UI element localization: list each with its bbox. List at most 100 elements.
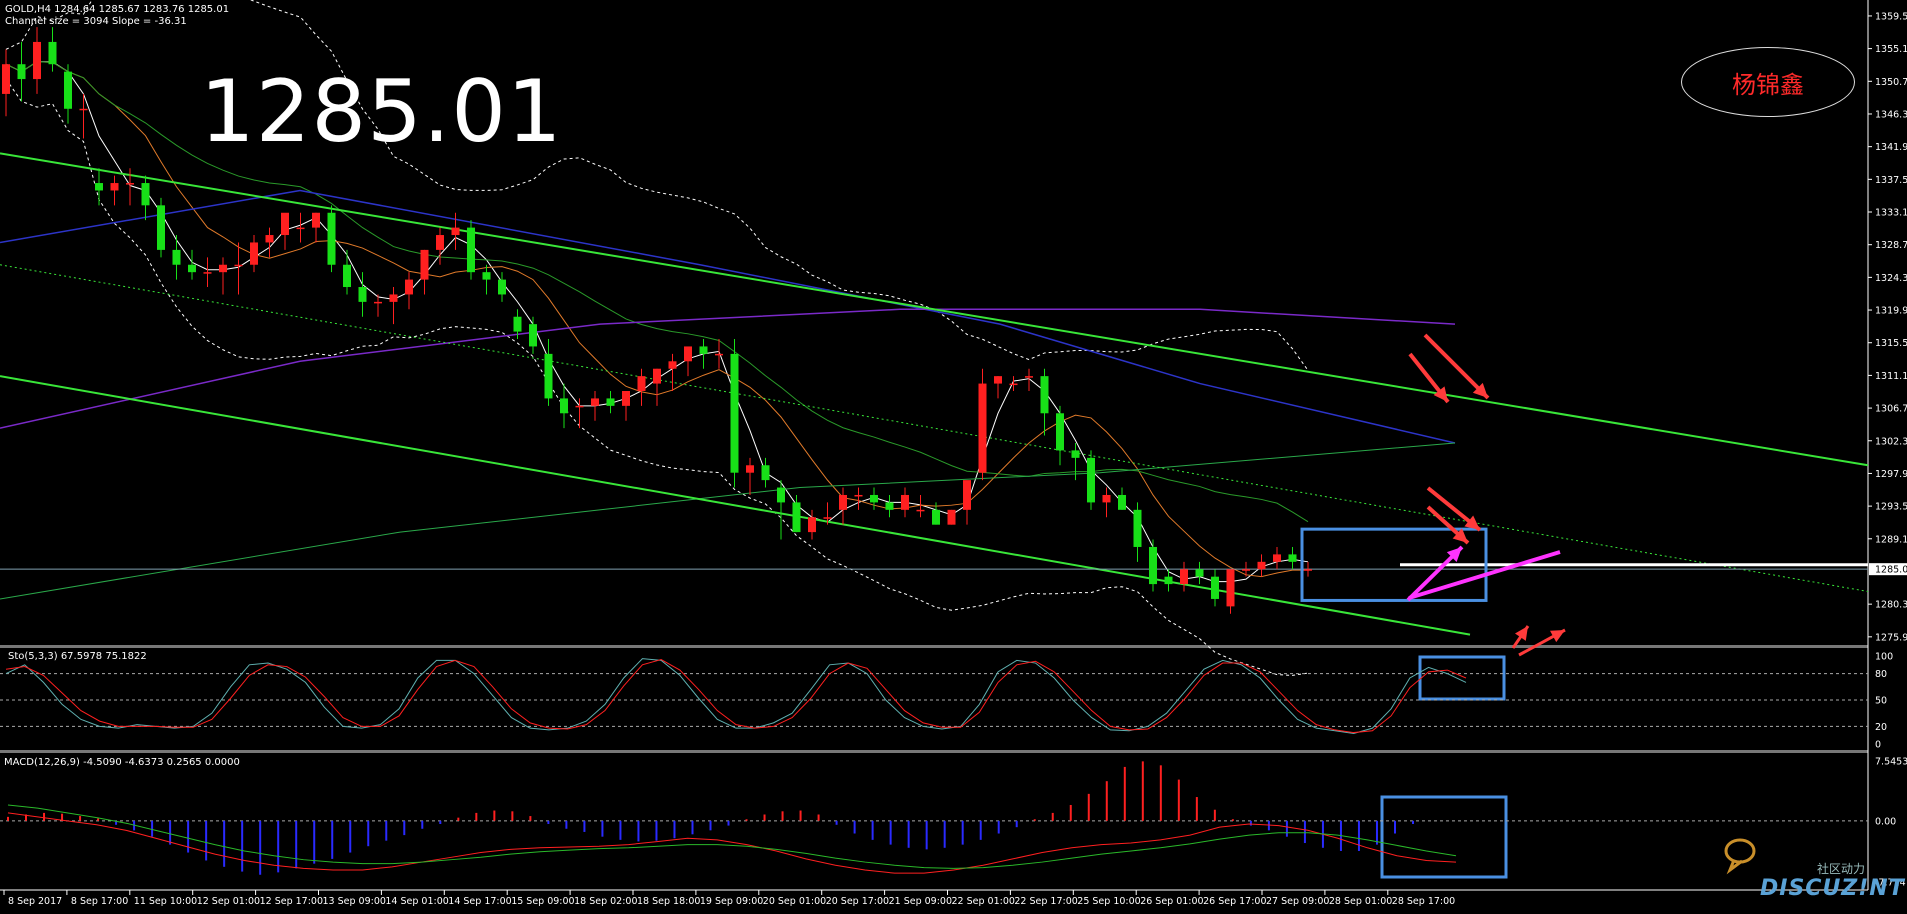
stochastic-box	[1418, 655, 1506, 701]
candle-bullish	[33, 41, 41, 80]
target-arrow-icon	[1406, 545, 1464, 602]
macd-main-line	[7, 812, 1457, 874]
x-tick-label: 28 Sep 01:00	[1329, 896, 1392, 907]
current-price-tag	[1869, 563, 1907, 576]
channel-info-line: Channel size = 3094 Slope = -36.31	[5, 16, 187, 27]
x-tick-label: 25 Sep 10:00	[1077, 896, 1140, 907]
candle-bullish	[746, 465, 754, 473]
current-price-label: 1285.01	[200, 62, 563, 162]
down-arrow-icon	[1408, 352, 1450, 404]
candle-bearish	[64, 71, 72, 109]
x-tick-label: 20 Sep 01:00	[763, 896, 826, 907]
candle-bullish	[389, 294, 398, 302]
candle-bullish	[916, 509, 925, 512]
y-tick-label: 1350.70	[1875, 77, 1907, 88]
candle-bearish	[606, 398, 615, 406]
candle-bearish	[482, 272, 491, 280]
candle-bearish	[1211, 576, 1219, 599]
candle-bearish	[730, 353, 739, 473]
sto-tick-label: 100	[1875, 652, 1893, 663]
x-tick-label: 15 Sep 09:00	[511, 896, 574, 907]
sto-title: Sto(5,3,3) 67.5978 75.1822	[8, 651, 147, 662]
candle-bullish	[1257, 561, 1266, 570]
sto-tick-label: 80	[1875, 669, 1887, 680]
candle-bullish	[839, 494, 847, 510]
candle-bullish	[978, 383, 987, 473]
candle-bullish	[823, 517, 832, 519]
x-tick-label: 26 Sep 01:00	[1140, 896, 1203, 907]
candle-bearish	[761, 465, 770, 481]
x-tick-label: 18 Sep 18:00	[637, 896, 700, 907]
candle-bullish	[296, 227, 305, 230]
y-tick-label: 1280.30	[1875, 600, 1907, 611]
x-tick-label: 21 Sep 09:00	[889, 896, 952, 907]
x-tick-label: 22 Sep 01:00	[952, 896, 1015, 907]
ma-purple-line	[0, 308, 1456, 429]
sto-signal-line	[5, 658, 1467, 734]
target-arrow-line	[1408, 550, 1561, 600]
candle-bearish	[498, 279, 506, 295]
sto-tick-label: 50	[1875, 696, 1887, 707]
channel-mid-line	[0, 264, 1869, 593]
candle-bullish	[1009, 383, 1018, 386]
candle-bearish	[560, 398, 568, 414]
candle-bearish	[17, 64, 26, 80]
y-tick-label: 1315.50	[1875, 338, 1907, 349]
y-tick-label: 1324.30	[1875, 273, 1907, 284]
discuz-watermark: 社区动力 DISCUZ!NT	[1720, 830, 1904, 910]
channel-upper-line	[0, 152, 1869, 467]
x-tick-label: 28 Sep 17:00	[1392, 896, 1455, 907]
candle-bullish	[1242, 569, 1250, 571]
candle-bearish	[1149, 546, 1157, 585]
candle-bullish	[963, 480, 971, 510]
arrow-head	[1472, 382, 1488, 398]
watermark-text: DISCUZ!NT	[1760, 876, 1905, 901]
x-tick-label: 8 Sep 2017	[8, 896, 62, 907]
candle-bearish	[1118, 494, 1126, 510]
watermark-small: 社区动力	[1817, 862, 1866, 876]
y-tick-label: 1306.70	[1875, 404, 1907, 415]
candle-bearish	[1288, 554, 1297, 562]
bollinger-lower-line	[5, 78, 1309, 676]
candle-bullish	[637, 376, 646, 391]
panel-divider	[0, 645, 1868, 648]
candle-bullish	[575, 405, 584, 408]
candle-bearish	[358, 287, 367, 302]
candle-bullish	[436, 235, 444, 250]
candle-bullish	[451, 227, 460, 236]
down-arrow-icon	[1426, 505, 1470, 545]
candle-bullish	[374, 301, 382, 304]
macd-title: MACD(12,26,9) -4.5090 -4.6373 0.2565 0.0…	[4, 757, 240, 768]
candle-bullish	[126, 183, 134, 185]
candle-bullish	[203, 272, 212, 274]
candle-bearish	[327, 212, 336, 265]
candle-bearish	[1056, 413, 1064, 451]
candle-bullish	[312, 212, 320, 228]
y-tick-label: 1328.70	[1875, 240, 1907, 251]
candle-bullish	[2, 64, 10, 94]
arrow-head	[1550, 630, 1565, 643]
macd-box	[1380, 795, 1508, 879]
candle-bearish	[529, 324, 537, 347]
candle-bearish	[932, 509, 940, 525]
candle-bullish	[653, 368, 661, 384]
x-tick-label: 12 Sep 01:00	[197, 896, 260, 907]
x-tick-label: 20 Sep 17:00	[826, 896, 889, 907]
candle-bearish	[1133, 509, 1142, 547]
x-tick-label: 11 Sep 10:00	[134, 896, 197, 907]
y-tick-label: 1341.90	[1875, 142, 1907, 153]
candle-bullish	[110, 183, 119, 191]
candle-bearish	[1087, 457, 1095, 503]
candle-bullish	[219, 264, 227, 273]
arrow-head	[1452, 528, 1468, 543]
candle-bullish	[265, 235, 274, 243]
arrow-head	[1446, 547, 1462, 563]
candle-bearish	[1040, 376, 1049, 414]
macd-tick-label: -7.714	[1875, 878, 1906, 889]
x-tick-label: 14 Sep 17:00	[448, 896, 511, 907]
candle-bearish	[48, 41, 57, 65]
symbol-ohlc-line: GOLD,H4 1284.64 1285.67 1283.76 1285.01	[5, 4, 230, 15]
x-tick-label: 13 Sep 09:00	[323, 896, 386, 907]
candle-bullish	[668, 361, 677, 369]
